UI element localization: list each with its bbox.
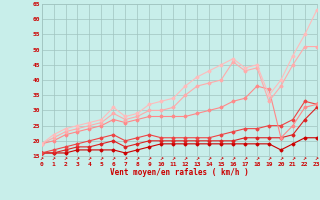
X-axis label: Vent moyen/en rafales ( km/h ): Vent moyen/en rafales ( km/h ) bbox=[110, 168, 249, 177]
